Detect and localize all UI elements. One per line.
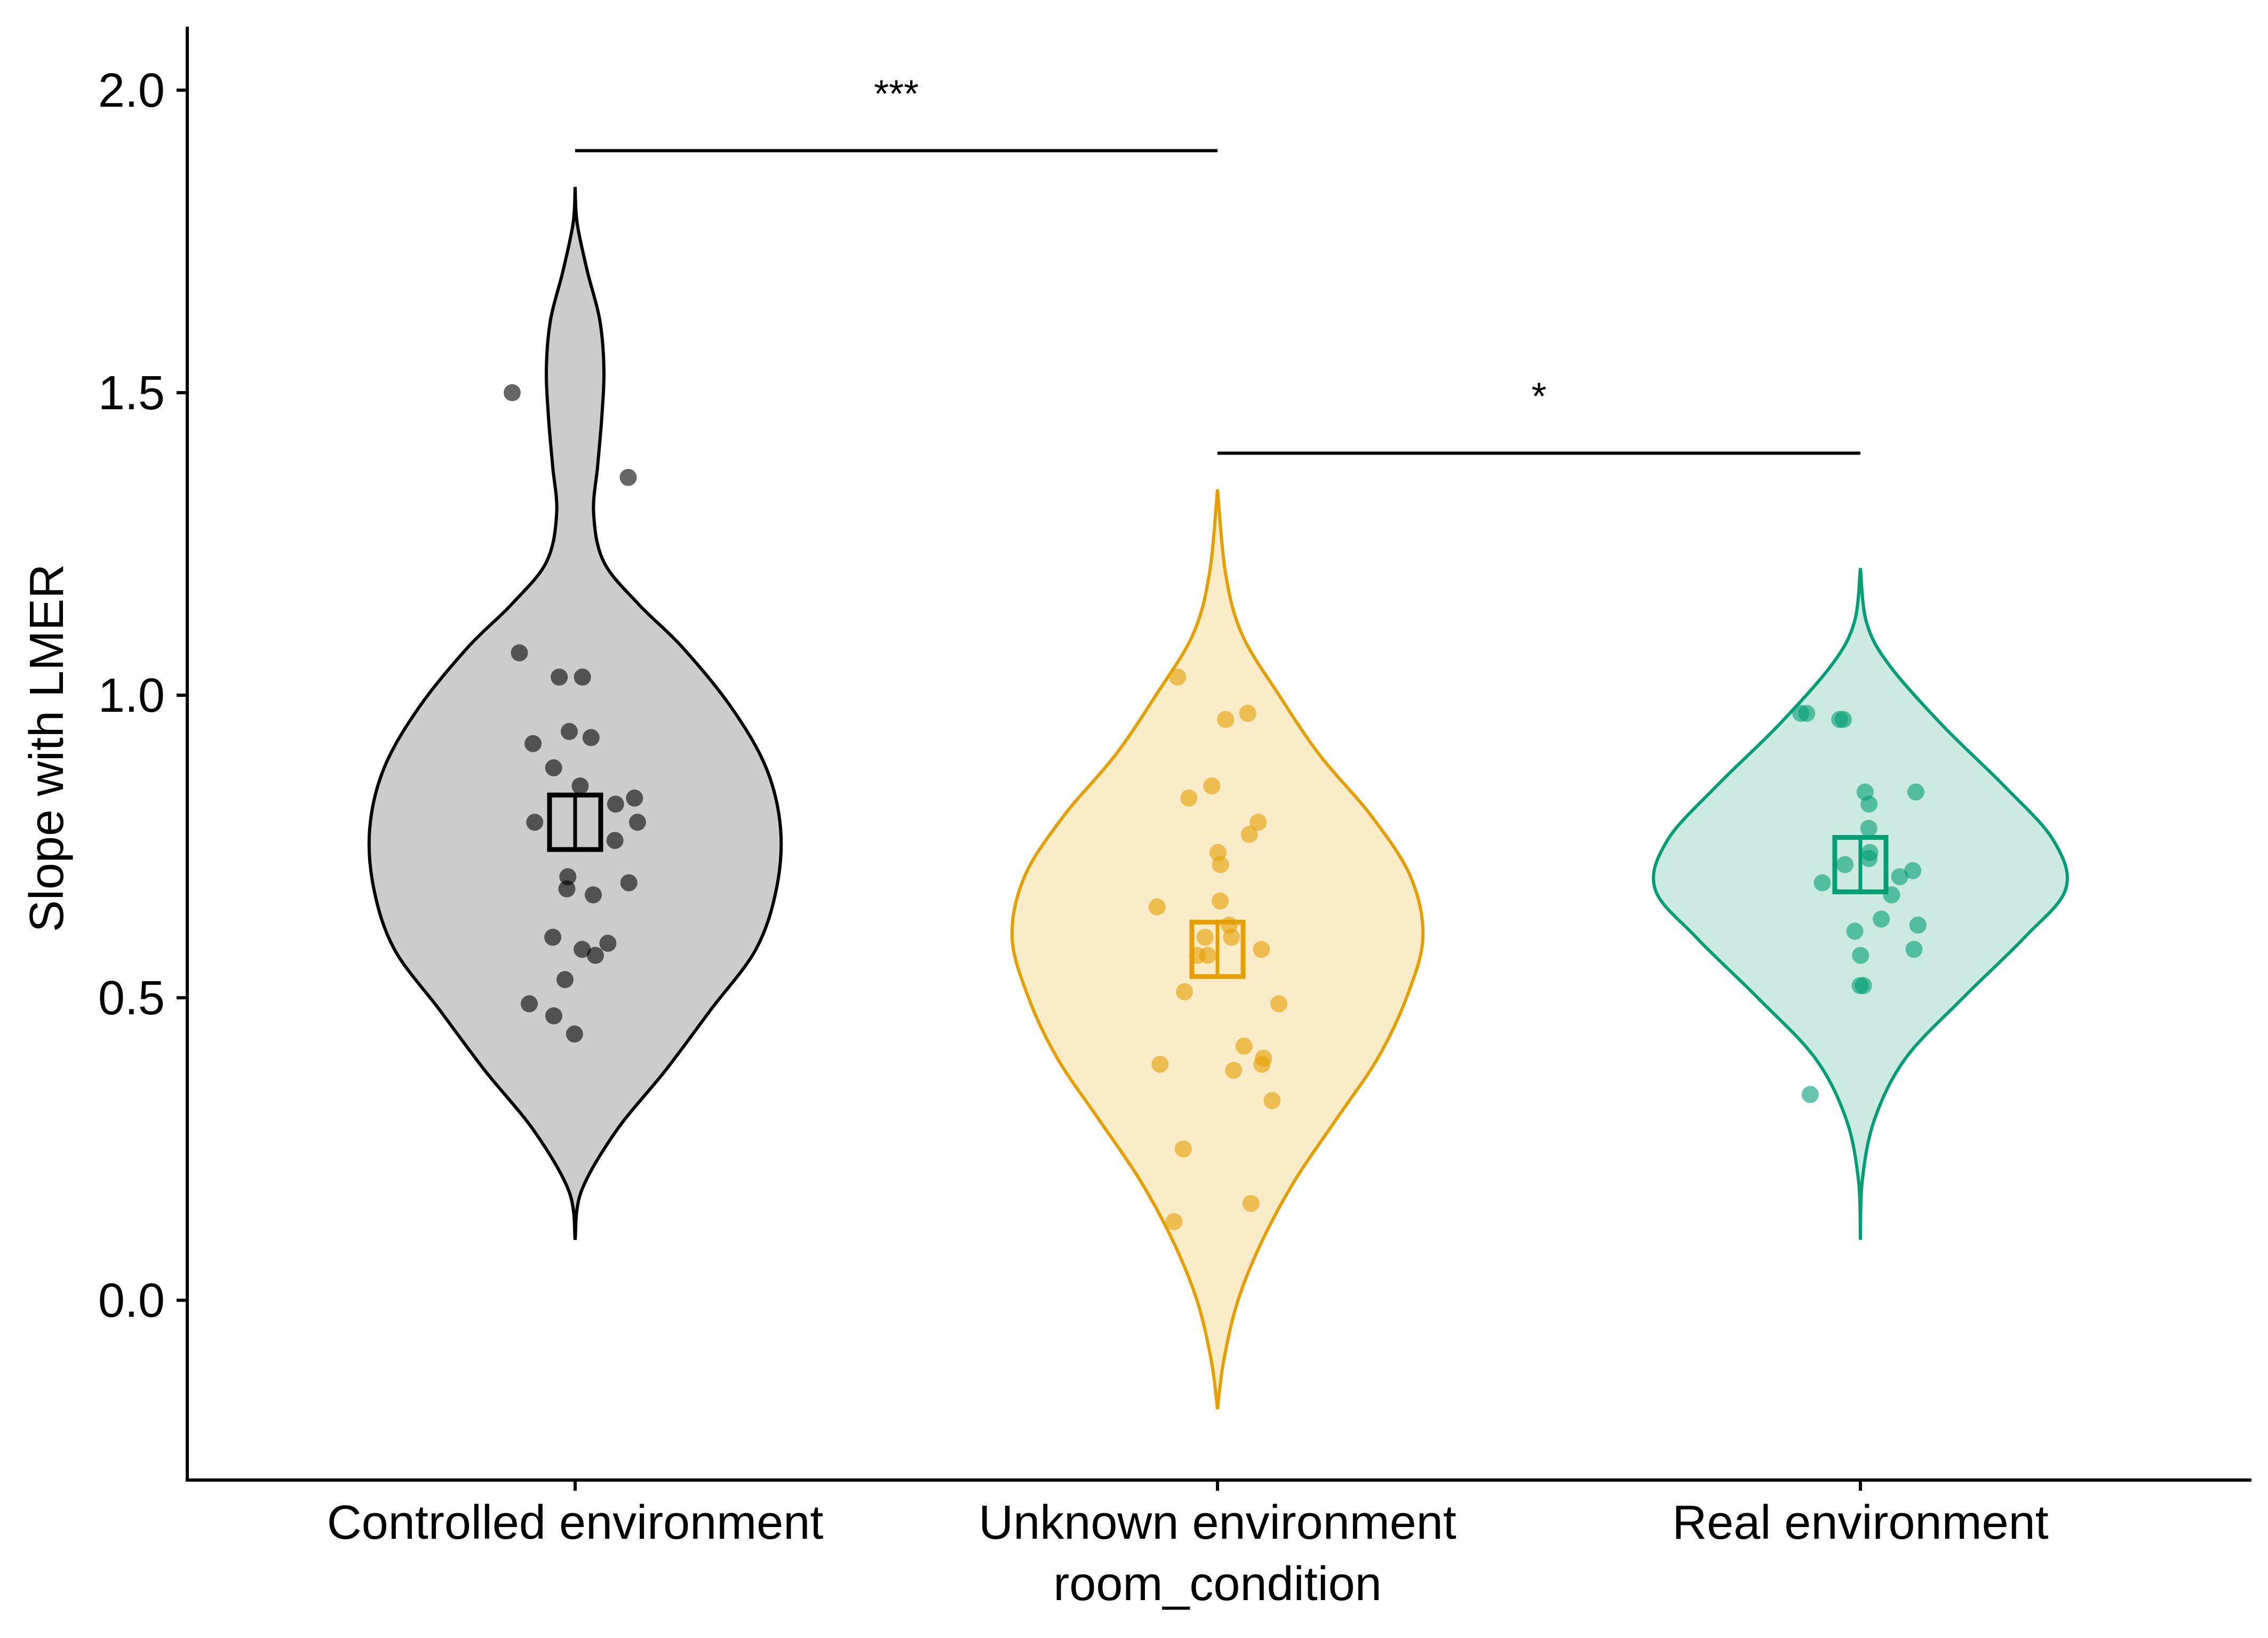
data-point [1165, 1213, 1183, 1230]
data-point [628, 814, 646, 831]
data-point [1174, 1140, 1192, 1158]
data-point [574, 669, 591, 686]
data-point [1802, 1086, 1819, 1103]
data-point [1907, 783, 1924, 801]
mean-boxes [547, 792, 1889, 979]
data-point [1253, 1055, 1271, 1073]
data-point [571, 777, 589, 795]
data-point [1851, 977, 1869, 995]
data-point [606, 832, 624, 849]
data-point [1873, 910, 1890, 928]
data-point [626, 789, 643, 807]
data-point [524, 735, 542, 752]
data-point [1212, 892, 1229, 910]
data-point [1846, 923, 1864, 940]
data-point [1223, 928, 1240, 946]
data-point [551, 669, 568, 686]
y-tick-label: 1.5 [98, 367, 165, 420]
x-tick-label: Real environment [1672, 1496, 2048, 1549]
plot-area: **** [367, 73, 2069, 1410]
data-point [1270, 995, 1287, 1013]
data-point [504, 384, 521, 401]
data-points [504, 384, 1927, 1230]
data-point [1831, 711, 1849, 728]
data-point [1235, 1037, 1253, 1055]
y-tick-label: 1.0 [98, 669, 165, 722]
data-point [545, 1007, 562, 1024]
x-ticks: Controlled environment Unknown environmen… [327, 1480, 2049, 1549]
data-point [607, 796, 624, 813]
data-point [1239, 705, 1256, 722]
data-point [545, 759, 562, 777]
data-point [1798, 705, 1816, 722]
data-point [1904, 862, 1922, 879]
data-point [599, 934, 617, 952]
data-point [1250, 814, 1267, 831]
violin-2 [1652, 568, 2069, 1240]
data-point [1860, 796, 1878, 813]
data-point [521, 995, 538, 1013]
data-point [1212, 856, 1229, 873]
data-point [1196, 928, 1214, 946]
data-point [1180, 789, 1198, 807]
data-point [1148, 898, 1166, 916]
data-point [1253, 941, 1270, 958]
data-point [574, 941, 591, 958]
data-point [587, 947, 604, 964]
data-point [585, 886, 602, 904]
y-tick-label: 0.5 [98, 972, 165, 1025]
data-point [619, 468, 637, 486]
y-tick-label: 2.0 [98, 64, 165, 117]
data-point [556, 971, 574, 988]
data-point [1860, 850, 1878, 868]
data-point [1813, 874, 1831, 892]
data-point [1909, 916, 1927, 934]
data-point [1217, 711, 1235, 728]
significance-brackets: **** [575, 73, 1860, 455]
data-point [566, 1025, 583, 1043]
data-point [1199, 947, 1216, 964]
data-point [1151, 1055, 1169, 1073]
data-point [1836, 856, 1854, 873]
data-point [561, 723, 578, 740]
data-point [620, 874, 638, 892]
data-point [1242, 1195, 1260, 1212]
data-point [558, 880, 576, 897]
y-axis-title: Slope with LMER [20, 564, 74, 932]
significance-label: * [1531, 375, 1546, 418]
violins [367, 187, 2069, 1410]
x-tick-label: Controlled environment [327, 1496, 824, 1549]
data-point [1225, 1062, 1243, 1079]
data-point [511, 644, 528, 662]
x-axis-title: room_condition [1053, 1557, 1381, 1611]
data-point [526, 814, 544, 831]
violin-0 [367, 187, 783, 1240]
data-point [582, 729, 600, 746]
data-point [1852, 947, 1869, 964]
data-point [1176, 983, 1193, 1000]
data-point [1263, 1092, 1281, 1109]
significance-label: *** [874, 73, 919, 115]
y-ticks: 0.0 0.5 1.0 1.5 2.0 [98, 64, 187, 1327]
data-point [544, 928, 562, 946]
data-point [1905, 941, 1923, 958]
x-tick-label: Unknown environment [978, 1496, 1456, 1549]
x-axis: Controlled environment Unknown environmen… [186, 1478, 2251, 1611]
data-point [1860, 820, 1877, 837]
data-point [1891, 868, 1908, 886]
data-point [1240, 825, 1258, 843]
data-point [1203, 777, 1221, 795]
y-tick-label: 0.0 [98, 1274, 165, 1327]
data-point [1169, 669, 1187, 686]
y-axis: 0.0 0.5 1.0 1.5 2.0 Slope with LMER [20, 27, 189, 1480]
